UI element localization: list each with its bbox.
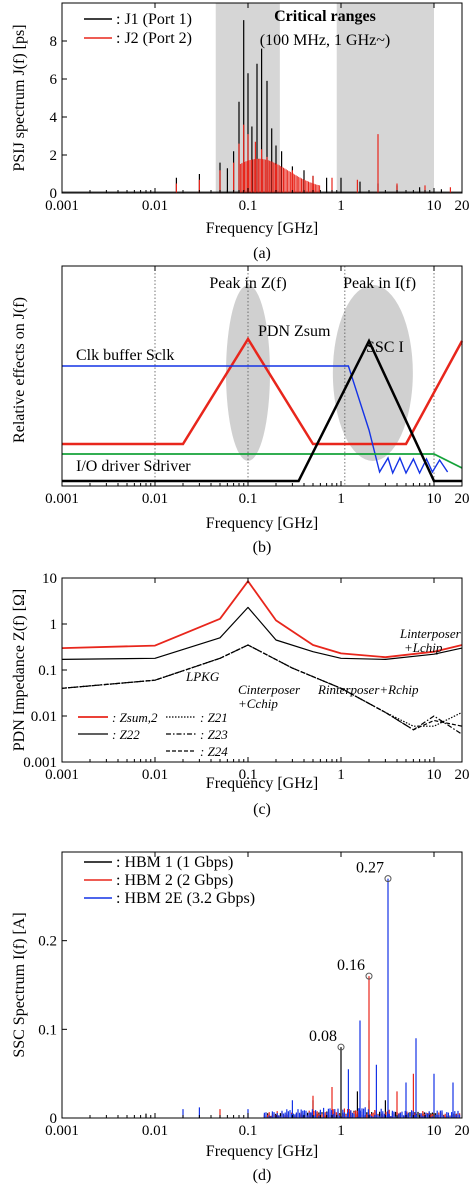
x-tick-label: 0.001 bbox=[45, 767, 79, 783]
series-1 bbox=[61, 606, 463, 660]
y-tick-label: 0 bbox=[50, 1111, 58, 1127]
caption-d: (d) bbox=[253, 1167, 272, 1184]
peak-marker bbox=[384, 875, 392, 883]
y-tick-label: 8 bbox=[50, 34, 58, 50]
x-tick-label: 0.1 bbox=[239, 198, 258, 214]
x-tick-label: 10 bbox=[427, 198, 442, 214]
peak-marker bbox=[365, 972, 373, 980]
y-tick-label: 10 bbox=[42, 571, 57, 587]
series-hbm-1 bbox=[219, 976, 461, 1118]
legend-label: : Z23 bbox=[200, 727, 228, 742]
series-j2-cluster bbox=[238, 158, 321, 193]
ssc-line bbox=[62, 338, 462, 483]
legend-label: : Z21 bbox=[200, 710, 228, 725]
peak-z-ellipse bbox=[226, 285, 271, 461]
annotation-cchip: +Cchip bbox=[238, 696, 278, 711]
io-label: I/O driver Sdriver bbox=[76, 458, 191, 475]
x-axis-label: Frequency [GHz] bbox=[206, 515, 318, 532]
y-tick-label: 0.001 bbox=[23, 755, 57, 771]
y-axis-label: Relative effects on J(f) bbox=[11, 297, 28, 443]
y-tick-label: 0 bbox=[50, 186, 58, 202]
legend-label: : HBM 2E (3.2 Gbps) bbox=[116, 890, 255, 907]
legend-label: : Z22 bbox=[112, 727, 140, 742]
x-tick-label: 0.001 bbox=[45, 491, 79, 507]
y-tick-label: 0.01 bbox=[31, 709, 57, 725]
caption-a: (a) bbox=[253, 245, 271, 262]
x-tick-label: 1 bbox=[337, 1123, 345, 1139]
annotation-rinterposer: Rinterposer+Rchip bbox=[317, 682, 419, 697]
annotation-subtitle: (100 MHz, 1 GHz~) bbox=[260, 32, 390, 49]
plot-frame-d bbox=[61, 851, 463, 1119]
peak-i-label: Peak in I(f) bbox=[343, 275, 416, 292]
x-tick-label: 0.1 bbox=[239, 1123, 258, 1139]
x-tick-label: 20 bbox=[455, 491, 470, 507]
x-axis-label: Frequency [GHz] bbox=[206, 220, 318, 237]
annotation-title: Critical ranges bbox=[274, 8, 376, 25]
x-tick-label: 20 bbox=[455, 198, 470, 214]
series-2 bbox=[61, 644, 463, 727]
peak-marker bbox=[337, 1043, 345, 1051]
legend-label: : Z24 bbox=[200, 744, 228, 759]
peak-z-label: Peak in Z(f) bbox=[209, 275, 286, 292]
peak-marker-label: 0.08 bbox=[309, 1028, 337, 1045]
plot-frame-a bbox=[61, 2, 463, 194]
caption-c: (c) bbox=[253, 801, 271, 818]
y-tick-label: 0.2 bbox=[38, 934, 57, 950]
y-tick-label: 0.1 bbox=[38, 1022, 57, 1038]
series-0 bbox=[61, 580, 463, 659]
series-hbm-2 bbox=[182, 878, 461, 1118]
x-tick-label: 0.01 bbox=[142, 491, 168, 507]
clk-label: Clk buffer Sclk bbox=[76, 347, 174, 364]
y-tick-label: 4 bbox=[50, 110, 58, 126]
legend-label-j1: : J1 (Port 1) bbox=[116, 11, 192, 28]
critical-range-shade bbox=[336, 3, 435, 193]
io-driver-line bbox=[62, 453, 463, 469]
x-tick-label: 10 bbox=[427, 767, 442, 783]
x-tick-label: 10 bbox=[427, 491, 442, 507]
legend-label: : HBM 2 (2 Gbps) bbox=[116, 872, 233, 889]
x-tick-label: 0.1 bbox=[239, 767, 258, 783]
x-tick-label: 10 bbox=[427, 1123, 442, 1139]
annotation-linterposer: Linterposer bbox=[399, 626, 462, 641]
x-axis-label: Frequency [GHz] bbox=[206, 1143, 318, 1160]
legend-label-j2: : J2 (Port 2) bbox=[116, 30, 192, 47]
pdn-zsum-line bbox=[62, 336, 464, 446]
x-tick-label: 0.01 bbox=[142, 198, 168, 214]
series-4 bbox=[61, 644, 463, 731]
y-tick-label: 2 bbox=[50, 148, 58, 164]
series-hbm-0 bbox=[145, 1047, 461, 1118]
y-tick-label: 1 bbox=[50, 617, 58, 633]
pdn-label: PDN Zsum bbox=[258, 323, 331, 340]
y-axis-label: PDN Impedance Z(f) [Ω] bbox=[11, 589, 28, 752]
x-tick-label: 0.001 bbox=[45, 198, 79, 214]
peak-i-ellipse bbox=[332, 285, 413, 461]
annotation-cinterposer: Cinterposer bbox=[238, 682, 301, 697]
peak-marker-label: 0.27 bbox=[356, 860, 384, 877]
peak-marker-label: 0.16 bbox=[337, 957, 365, 974]
plot-frame-b bbox=[61, 265, 463, 487]
x-tick-label: 1 bbox=[337, 198, 345, 214]
annotation-lchip: +Lchip bbox=[404, 640, 443, 655]
x-tick-label: 20 bbox=[455, 1123, 470, 1139]
x-tick-label: 1 bbox=[337, 767, 345, 783]
y-tick-label: 0.1 bbox=[38, 663, 57, 679]
caption-b: (b) bbox=[253, 539, 272, 556]
annotation-lpkg: LPKG bbox=[185, 669, 220, 684]
x-tick-label: 0.01 bbox=[142, 767, 168, 783]
x-tick-label: 0.1 bbox=[239, 491, 258, 507]
x-axis-label: Frequency [GHz] bbox=[206, 775, 318, 792]
x-tick-label: 1 bbox=[337, 491, 345, 507]
ssc-label: SSC I bbox=[366, 339, 404, 356]
y-tick-label: 6 bbox=[50, 72, 58, 88]
legend-label: : HBM 1 (1 Gbps) bbox=[116, 854, 233, 871]
x-tick-label: 0.01 bbox=[142, 1123, 168, 1139]
x-tick-label: 20 bbox=[455, 767, 470, 783]
clk-buffer-line bbox=[62, 365, 449, 475]
legend-label: : Zsum,2 bbox=[112, 710, 158, 725]
x-tick-label: 0.001 bbox=[45, 1123, 79, 1139]
y-axis-label: PSIJ spectrum J(f) [ps] bbox=[11, 24, 28, 171]
y-axis-label: SSC Spectrum I(f) [A] bbox=[11, 912, 28, 1057]
